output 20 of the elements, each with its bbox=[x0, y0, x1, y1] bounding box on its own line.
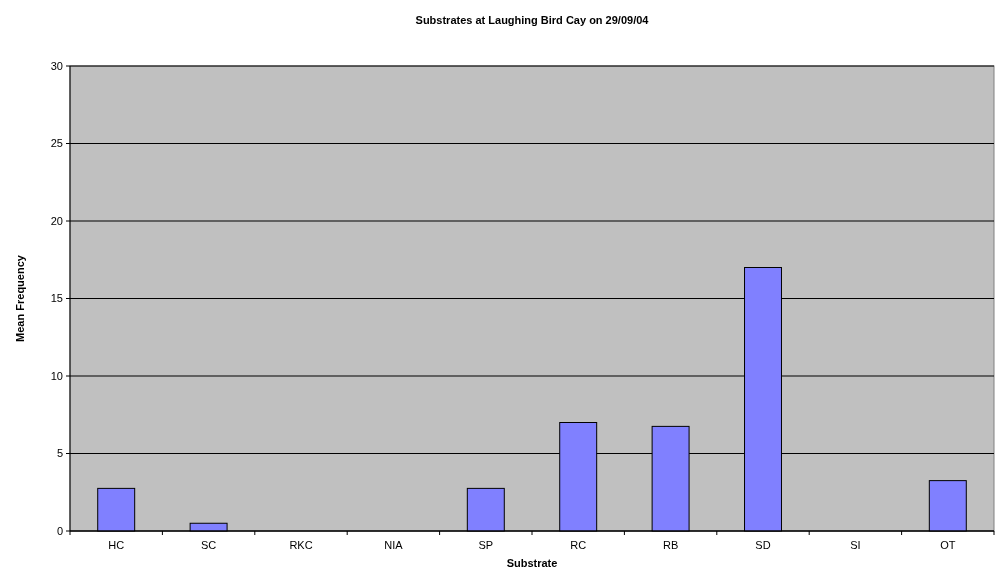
x-axis-title: Substrate bbox=[506, 557, 558, 569]
y-tick-label: 25 bbox=[50, 137, 63, 150]
chart-title: Substrates at Laughing Bird Cay on 29/09/04 bbox=[415, 14, 650, 26]
x-tick-label: SC bbox=[200, 539, 217, 551]
x-tick-label: SD bbox=[755, 539, 771, 551]
x-tick-label: RKC bbox=[289, 539, 313, 551]
y-tick-label: 30 bbox=[50, 59, 63, 72]
x-tick-label: HC bbox=[108, 539, 125, 551]
y-tick-label: 20 bbox=[50, 214, 63, 227]
x-tick-label: SP bbox=[478, 539, 494, 551]
x-tick-label: NIA bbox=[384, 539, 404, 551]
y-tick-label: 0 bbox=[56, 524, 63, 537]
x-tick-label: OT bbox=[940, 539, 956, 551]
x-tick-label: RC bbox=[570, 539, 587, 551]
y-tick-label: 15 bbox=[50, 292, 63, 305]
y-tick-label: 5 bbox=[56, 447, 63, 460]
y-tick-label: 10 bbox=[50, 369, 63, 382]
x-tick-label: SI bbox=[850, 539, 861, 551]
y-axis-title: Mean Frequency bbox=[14, 254, 26, 342]
x-tick-label: RB bbox=[662, 539, 679, 551]
